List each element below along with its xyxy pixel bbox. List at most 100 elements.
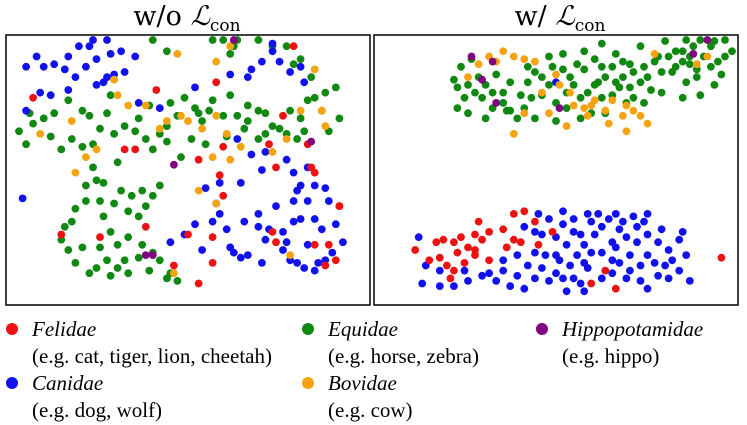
left-point-felidae [57,230,66,239]
right-point-equidae [464,81,472,89]
right-point-equidae [583,88,592,97]
right-point-bovidae [509,130,518,138]
left-point-canidae [279,228,287,236]
right-point-canidae [654,238,662,247]
left-point-equidae [82,181,90,190]
legend-item-equidae: Equidae (e.g. horse, zebra) [302,316,479,370]
left-point-equidae [145,266,154,275]
legend-marker-equidae [302,323,314,335]
right-point-canidae [608,269,617,278]
left-point-canidae [317,225,326,234]
left-point-canidae [89,36,97,44]
right-point-canidae [622,274,631,283]
right-point-canidae [664,246,673,254]
left-point-bovidae [222,130,231,138]
right-point-equidae [668,68,677,76]
right-point-felidae [453,248,462,257]
left-point-equidae [321,88,330,97]
left-point-equidae [226,91,235,100]
left-point-canidae [254,222,263,231]
right-point-equidae [545,52,553,61]
right-point-felidae [460,259,469,267]
left-point-canidae [201,184,210,193]
left-point-equidae [39,114,48,123]
left-point-canidae [106,50,115,58]
left-point-canidae [215,179,224,187]
right-point-equidae [453,104,462,112]
left-point-equidae [134,114,143,123]
right-point-felidae [509,235,518,244]
left-point-bovidae [212,199,221,208]
left-point-equidae [71,259,80,267]
left-point-equidae [124,269,133,278]
right-point-equidae [636,42,645,51]
right-point-canidae [562,240,571,249]
right-point-canidae [576,230,585,239]
right-point-canidae [538,230,546,239]
left-point-equidae [78,142,87,151]
left-point-equidae [96,243,104,252]
right-point-canidae [633,222,641,231]
right-point-equidae [523,62,532,71]
right-point-felidae [548,228,557,236]
left-point-equidae [141,202,150,211]
left-point-felidae [331,256,340,265]
right-point-equidae [552,117,560,125]
left-point-equidae [163,274,171,283]
right-point-canidae [499,256,508,265]
right-point-equidae [657,88,666,97]
left-panel-title: w/o ℒcon [133,1,240,36]
left-point-equidae [71,204,80,213]
right-point-canidae [566,261,574,270]
left-point-equidae [64,246,73,254]
right-point-felidae [520,207,529,216]
right-point-canidae [418,279,427,288]
left-point-bovidae [286,251,294,259]
left-point-bovidae [226,155,235,164]
left-point-canidae [300,78,309,87]
left-point-canidae [268,39,277,48]
left-point-felidae [212,78,221,87]
left-point-hippopotamidae [148,251,157,259]
left-point-canidae [46,91,55,100]
left-point-canidae [64,52,73,61]
right-point-canidae [604,215,613,223]
left-point-equidae [201,140,210,149]
left-point-equidae [219,111,228,120]
right-point-hippopotamidae [467,52,476,61]
left-point-equidae [187,135,196,143]
left-point-felidae [265,140,273,149]
left-point-felidae [219,191,228,200]
right-point-equidae [657,68,666,76]
right-point-bovidae [531,57,539,66]
right-point-bovidae [604,119,613,128]
right-point-equidae [664,52,673,61]
right-point-bovidae [580,104,589,112]
left-point-equidae [82,197,90,205]
right-point-equidae [538,73,546,81]
left-point-felidae [219,142,228,151]
right-point-equidae [717,70,726,79]
right-point-canidae [650,259,659,267]
left-point-canidae [303,240,312,249]
right-point-canidae [654,271,662,280]
left-point-bovidae [321,122,330,130]
right-point-bovidae [643,119,652,128]
right-point-canidae [622,233,631,242]
legend-item-bovidae: Bovidae (e.g. cow) [302,370,413,424]
left-point-canidae [117,47,125,56]
right-point-felidae [601,266,610,275]
left-point-hippopotamidae [170,160,178,169]
right-point-equidae [619,57,627,66]
left-point-bovidae [124,101,133,110]
left-point-equidae [289,60,298,69]
left-point-canidae [289,168,298,177]
right-point-felidae [485,256,493,265]
left-point-canidae [134,99,143,107]
legend-item-canidae: Canidae (e.g. dog, wolf) [6,370,162,424]
left-point-equidae [331,83,340,92]
right-point-equidae [478,93,486,102]
right-point-canidae [626,266,634,275]
left-point-canidae [293,186,301,195]
right-point-canidae [643,210,652,218]
